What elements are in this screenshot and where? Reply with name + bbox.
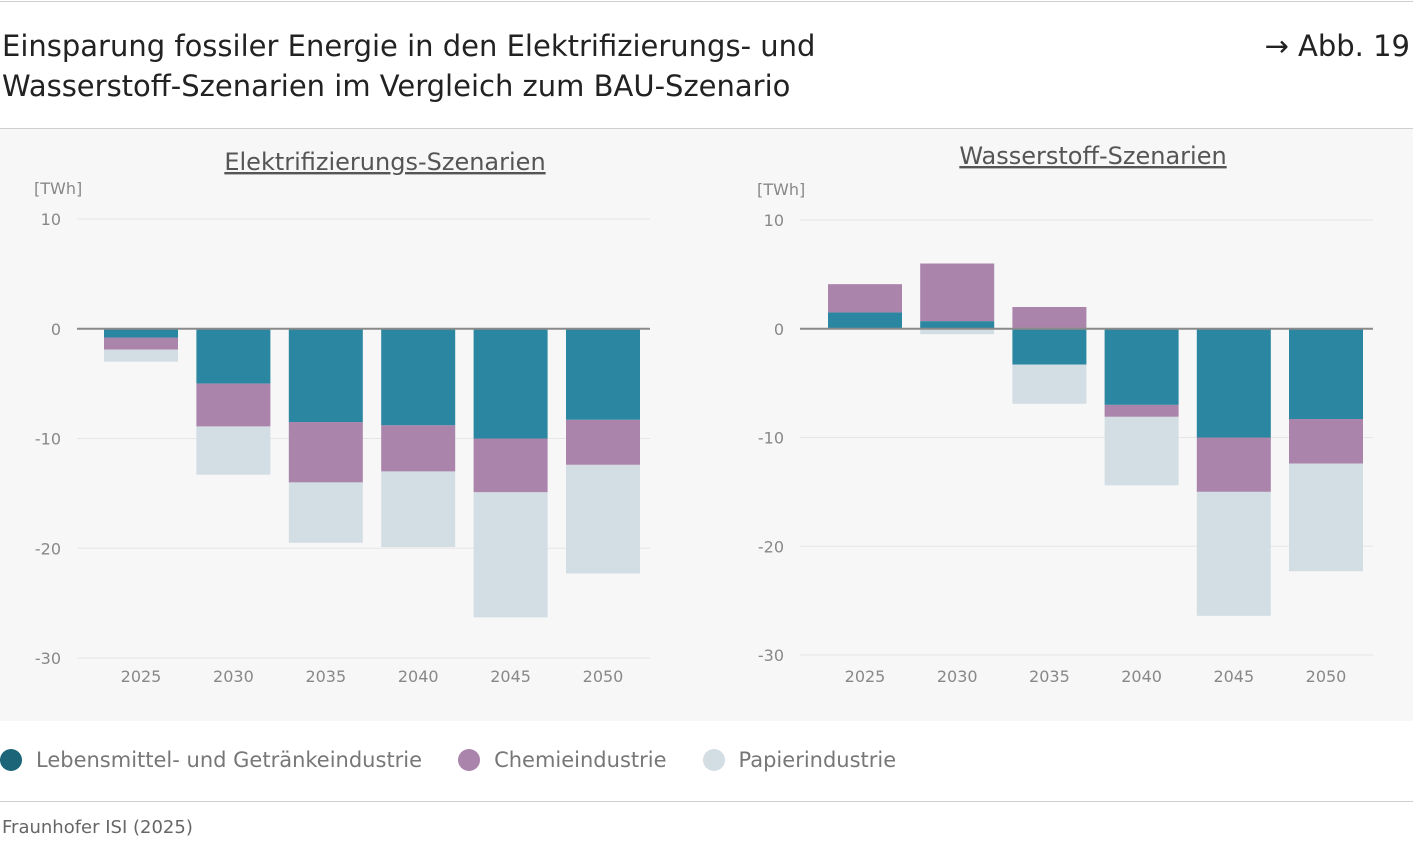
legend-item-food: Lebensmittel- und Getränkeindustrie [0, 748, 422, 772]
bar-segment-2035-0 [288, 328, 363, 423]
x-tick-label: 2025 [845, 667, 886, 686]
bar-segment-2050-2 [566, 464, 640, 574]
x-tick-label: 2040 [1121, 667, 1162, 686]
bar-segment-2030-0 [196, 328, 271, 384]
title-line-1: Einsparung fossiler Energie in den Elekt… [2, 29, 816, 63]
y-tick-label: 10 [41, 210, 61, 229]
figure-reference-link[interactable]: → Abb. 19 [1264, 29, 1410, 63]
header-divider [0, 128, 1413, 129]
y-tick-label: -20 [35, 539, 61, 558]
x-tick-label: 2035 [1029, 667, 1070, 686]
x-tick-label: 2045 [1213, 667, 1254, 686]
legend-label: Chemieindustrie [494, 748, 667, 772]
bar-segment-2035-0 [1012, 328, 1087, 365]
bar-segment-2050-2 [1289, 463, 1363, 572]
y-tick-label: 10 [764, 211, 784, 230]
y-tick-label: -10 [758, 429, 784, 448]
bar-segment-2045-2 [1196, 491, 1271, 616]
bar-segment-2025-0 [828, 312, 902, 329]
chart-title: Wasserstoff-Szenarien [959, 142, 1226, 170]
bar-segment-2050-0 [566, 328, 640, 420]
bar-segment-2040-1 [381, 425, 456, 472]
y-tick-label: -30 [758, 646, 784, 665]
x-tick-label: 2050 [1306, 667, 1347, 686]
bar-segment-2030-2 [196, 426, 271, 475]
source-note: Fraunhofer ISI (2025) [2, 817, 193, 838]
bar-segment-2045-0 [1196, 328, 1271, 438]
x-tick-label: 2040 [398, 667, 439, 686]
bar-segment-2030-1 [196, 383, 271, 427]
bar-segment-2050-1 [1289, 419, 1363, 464]
bar-segment-2025-1 [828, 284, 902, 313]
bar-segment-2035-1 [288, 422, 363, 483]
y-tick-label: 0 [51, 320, 61, 339]
bar-segment-2040-1 [1104, 404, 1179, 417]
bar-segment-2035-2 [288, 482, 363, 543]
x-tick-label: 2030 [937, 667, 978, 686]
bar-segment-2045-1 [1196, 437, 1271, 492]
x-tick-label: 2045 [490, 667, 531, 686]
legend-item-paper: Papierindustrie [702, 748, 897, 772]
legend: Lebensmittel- und Getränkeindustrie Chem… [0, 748, 932, 772]
bar-segment-2035-2 [1012, 364, 1087, 404]
y-tick-label: 0 [774, 320, 784, 339]
bar-segment-2025-0 [104, 328, 178, 338]
bar-segment-2035-1 [1012, 307, 1087, 329]
bar-segment-2045-2 [473, 492, 548, 618]
bar-segment-2040-0 [381, 328, 456, 426]
x-tick-label: 2030 [213, 667, 254, 686]
legend-swatch-food [0, 749, 22, 771]
x-tick-label: 2035 [305, 667, 346, 686]
legend-swatch-paper [702, 749, 725, 771]
figure-title: Einsparung fossiler Energie in den Elekt… [2, 26, 1002, 106]
y-axis-label: [TWh] [34, 179, 82, 198]
bar-segment-2045-1 [473, 438, 548, 493]
y-axis-label: [TWh] [757, 180, 805, 199]
bar-segment-2030-1 [920, 263, 995, 322]
legend-label: Papierindustrie [738, 748, 897, 772]
legend-swatch-chem [458, 749, 481, 771]
y-tick-label: -30 [35, 649, 61, 668]
chart-title: Elektrifizierungs-Szenarien [224, 148, 545, 176]
bar-segment-2030-2 [920, 328, 995, 335]
bar-segment-2025-1 [104, 337, 178, 350]
x-tick-label: 2050 [583, 667, 624, 686]
y-tick-label: -20 [758, 537, 784, 556]
bar-segment-2050-0 [1289, 328, 1363, 420]
legend-item-chem: Chemieindustrie [458, 748, 667, 772]
bar-segment-2030-0 [920, 321, 995, 329]
y-tick-label: -10 [35, 430, 61, 449]
bar-segment-2050-1 [566, 419, 640, 465]
legend-label: Lebensmittel- und Getränkeindustrie [36, 748, 423, 772]
bar-segment-2045-0 [473, 328, 548, 439]
footer-divider [0, 801, 1413, 802]
bar-segment-2040-2 [381, 471, 456, 548]
x-tick-label: 2025 [121, 667, 162, 686]
bar-segment-2025-2 [104, 349, 178, 362]
bar-segment-2040-0 [1104, 328, 1179, 405]
bar-segment-2040-2 [1104, 416, 1179, 486]
top-divider [0, 1, 1413, 2]
title-line-2: Wasserstoff-Szenarien im Vergleich zum B… [2, 69, 791, 103]
